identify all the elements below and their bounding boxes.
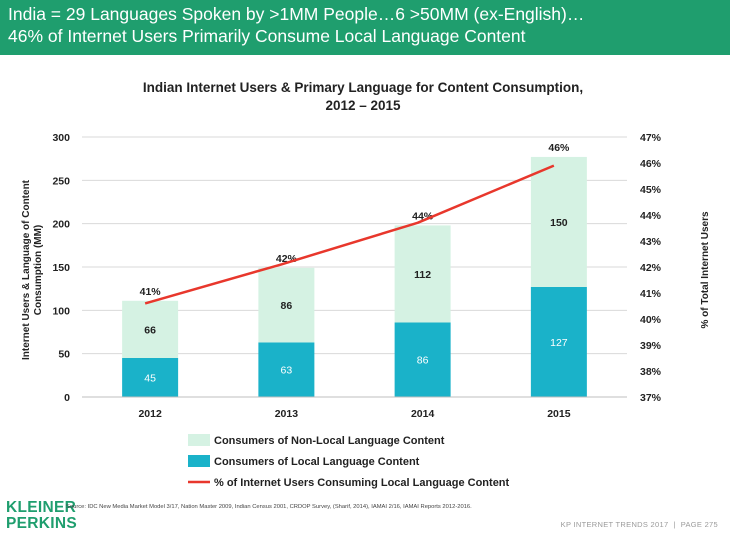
y-tick-label: 150 <box>52 262 70 274</box>
x-tick-label: 2015 <box>547 408 571 420</box>
y2-tick-label: 45% <box>640 184 662 196</box>
percent-line <box>144 164 555 305</box>
logo-line-2: PERKINS <box>6 515 78 532</box>
bar-non-local <box>530 156 587 287</box>
bar-local-label: 127 <box>550 337 568 349</box>
bar-local <box>394 322 451 397</box>
slide-title-line-1: India = 29 Languages Spoken by >1MM Peop… <box>8 4 585 24</box>
y-axis-title: Internet Users & Language of Content Con… <box>21 179 44 360</box>
y2-tick-label: 39% <box>640 340 662 352</box>
kleiner-perkins-logo: KLEINER PERKINS <box>6 500 77 532</box>
y2-tick-label: 47% <box>640 132 662 144</box>
y-axis-title-line-1: Internet Users & Language of Content <box>21 179 32 360</box>
y-axis-title-line-2: Consumption (MM) <box>33 225 44 316</box>
logo-line-1: KLEINER <box>6 499 77 516</box>
footer-separator: | <box>673 520 676 529</box>
y2-tick-label: 44% <box>640 210 662 222</box>
bar-non-local-label: 86 <box>281 300 293 312</box>
y-tick-label: 200 <box>52 219 70 231</box>
source-note: Source: IDC New Media Market Model 3/17,… <box>66 504 472 510</box>
chart-title-line-1: Indian Internet Users & Primary Language… <box>143 80 583 95</box>
legend-swatch-non-local <box>188 434 210 446</box>
page-number: PAGE 275 <box>680 520 718 529</box>
bar-non-local <box>122 300 179 358</box>
percent-label: 46% <box>548 142 570 154</box>
legend-label-non-local: Consumers of Non-Local Language Content <box>214 435 445 447</box>
y2-tick-label: 46% <box>640 158 662 170</box>
bar-non-local <box>394 225 451 323</box>
y2-axis-title: % of Total Internet Users <box>700 211 711 328</box>
bar-non-local-label: 66 <box>144 324 156 336</box>
y2-tick-label: 37% <box>640 392 662 404</box>
y-tick-label: 250 <box>52 175 70 187</box>
bar-local <box>122 358 179 397</box>
page-footer: KP INTERNET TRENDS 2017 | PAGE 275 <box>561 520 718 529</box>
bar-local <box>530 286 587 397</box>
percent-line-path <box>144 164 555 305</box>
x-tick-label: 2014 <box>411 408 435 420</box>
y2-tick-label: 43% <box>640 236 662 248</box>
legend-label-local: Consumers of Local Language Content <box>214 456 420 468</box>
y2-tick-label: 40% <box>640 314 662 326</box>
bar-non-local-label: 112 <box>414 269 431 281</box>
chart-title-line-2: 2012 – 2015 <box>325 98 401 113</box>
bar-local <box>258 342 315 397</box>
x-tick-label: 2013 <box>275 408 299 420</box>
bar-local-label: 45 <box>144 373 156 385</box>
y-tick-label: 300 <box>52 132 70 144</box>
y-tick-label: 50 <box>58 349 70 361</box>
y-tick-label: 100 <box>52 305 70 317</box>
bar-non-local-label: 150 <box>550 217 568 229</box>
percent-label: 41% <box>140 286 162 298</box>
report-name: KP INTERNET TRENDS 2017 <box>560 520 669 529</box>
legend: Consumers of Non-Local Language Content C… <box>188 434 510 489</box>
legend-label-percent: % of Internet Users Consuming Local Lang… <box>214 477 510 489</box>
bar-local-label: 86 <box>417 355 429 367</box>
y2-tick-label: 38% <box>640 366 662 378</box>
axes: 0 50 100 150 200 250 300 37% 38% 39% 40% 41% 42% 43% 4… <box>52 132 661 420</box>
bar-local-label: 63 <box>281 365 293 377</box>
slide-header: India = 29 Languages Spoken by >1MM Peop… <box>0 0 730 55</box>
y2-tick-label: 42% <box>640 262 662 274</box>
bar-non-local <box>258 267 315 343</box>
slide-title-line-2: 46% of Internet Users Primarily Consume … <box>8 26 526 46</box>
x-tick-label: 2012 <box>138 408 162 420</box>
y-tick-label: 0 <box>64 392 70 404</box>
y2-tick-label: 41% <box>640 288 662 300</box>
legend-swatch-local <box>188 455 210 467</box>
